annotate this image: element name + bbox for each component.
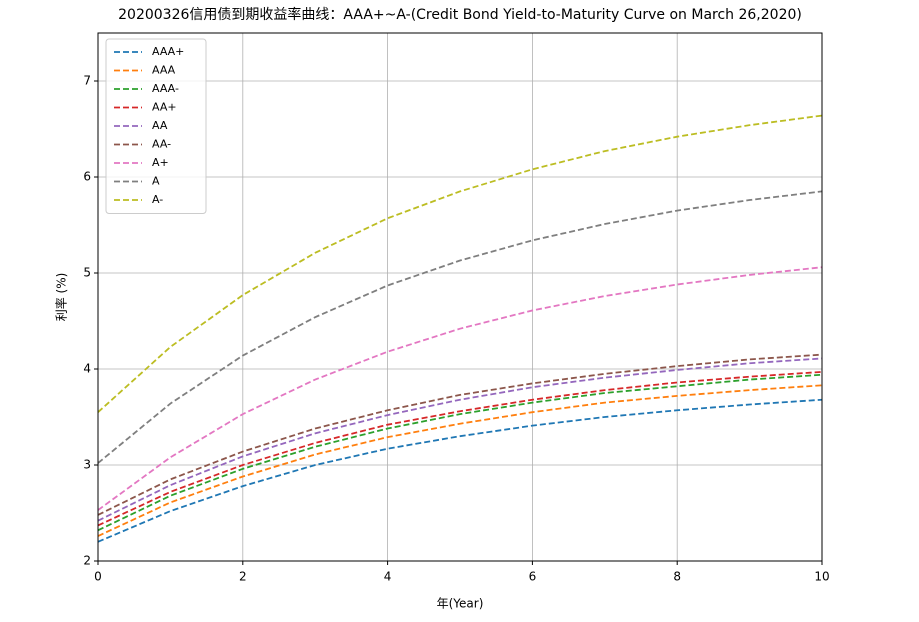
legend-label: AA+: [152, 101, 177, 114]
x-tick-label: 6: [529, 570, 537, 584]
legend-label: AA-: [152, 138, 171, 151]
chart-title: 20200326信用债到期收益率曲线：AAA+~A-(Credit Bond Y…: [118, 6, 802, 23]
series-line: [97, 114, 823, 413]
y-tick-label: 2: [83, 554, 91, 568]
series-line: [97, 190, 823, 464]
y-tick-label: 7: [83, 74, 91, 88]
y-tick-label: 3: [83, 458, 91, 472]
y-tick-label: 6: [83, 170, 91, 184]
plot-frame: [97, 32, 823, 562]
series-line: [97, 384, 823, 537]
x-tick-label: 8: [673, 570, 681, 584]
legend-label: A: [152, 175, 160, 188]
series-line: [97, 370, 823, 527]
x-tick-label: 0: [94, 570, 102, 584]
series-line: [97, 357, 823, 522]
series-line: [97, 398, 823, 543]
legend-label: AAA-: [152, 82, 179, 95]
x-tick-label: 10: [814, 570, 829, 584]
series-line: [97, 373, 823, 532]
y-tick-label: 5: [83, 266, 91, 280]
legend-label: A-: [152, 193, 163, 206]
y-tick-label: 4: [83, 362, 91, 376]
legend-box: [105, 38, 207, 214]
series-line: [97, 266, 823, 511]
x-tick-label: 4: [384, 570, 392, 584]
series-line: [97, 353, 823, 516]
legend-label: AAA: [152, 64, 176, 77]
x-axis-label: 年(Year): [437, 597, 484, 611]
legend-label: AAA+: [152, 45, 184, 58]
x-tick-label: 2: [239, 570, 247, 584]
legend-label: AA: [152, 119, 168, 132]
y-axis-label: 利率 (%): [54, 273, 69, 322]
legend-label: A+: [152, 156, 169, 169]
